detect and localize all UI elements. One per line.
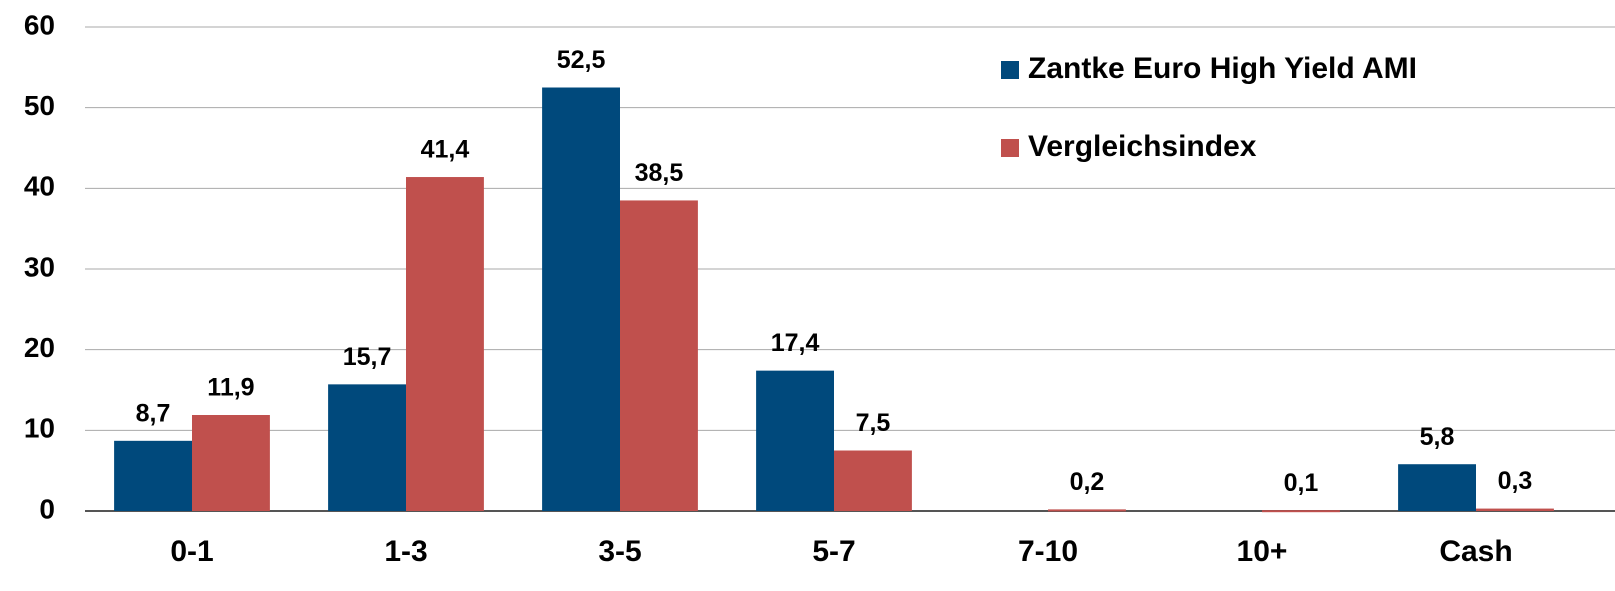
legend-swatch: [1001, 139, 1019, 157]
x-tick-label: 3-5: [598, 535, 641, 568]
legend-label: Vergleichsindex: [1028, 130, 1257, 163]
data-label: 41,4: [421, 136, 470, 164]
x-tick-label: 7-10: [1018, 535, 1078, 568]
data-label: 15,7: [343, 343, 392, 371]
data-label: 11,9: [207, 374, 254, 402]
x-tick-label: 1-3: [384, 535, 427, 568]
y-tick-label: 10: [24, 413, 55, 444]
legend-label: Zantke Euro High Yield AMI: [1028, 52, 1417, 85]
bar: [1048, 509, 1126, 512]
data-label: 38,5: [635, 159, 684, 187]
y-tick-label: 50: [24, 90, 55, 121]
bar: [406, 177, 484, 512]
bar: [756, 370, 834, 511]
y-tick-label: 0: [39, 493, 55, 524]
bar: [1476, 508, 1554, 511]
y-tick-label: 20: [24, 332, 55, 363]
bar: [192, 415, 270, 511]
data-label: 0,3: [1498, 467, 1533, 495]
y-tick-label: 60: [24, 9, 55, 40]
bar: [328, 384, 406, 511]
bar: [1398, 464, 1476, 511]
bar: [834, 450, 912, 511]
bar: [114, 440, 192, 511]
data-label: 0,1: [1284, 469, 1319, 497]
x-tick-label: Cash: [1439, 535, 1512, 568]
x-tick-label: 5-7: [812, 535, 855, 568]
data-label: 17,4: [771, 329, 820, 357]
y-tick-label: 40: [24, 171, 55, 202]
data-label: 52,5: [557, 46, 606, 74]
legend-swatch: [1001, 61, 1019, 79]
bar: [542, 87, 620, 511]
x-tick-label: 0-1: [170, 535, 213, 568]
y-tick-label: 30: [24, 251, 55, 282]
x-tick-label: 10+: [1237, 535, 1288, 568]
data-label: 0,2: [1070, 468, 1105, 496]
data-label: 5,8: [1420, 423, 1455, 451]
data-label: 8,7: [136, 399, 171, 427]
data-label: 7,5: [856, 409, 891, 437]
bar: [1262, 510, 1340, 513]
bar: [620, 200, 698, 511]
